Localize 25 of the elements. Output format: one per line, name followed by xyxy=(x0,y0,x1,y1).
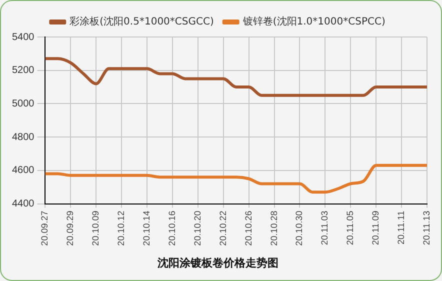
x-tick-label: 20.10.14 xyxy=(142,210,152,246)
x-tick-label: 20.10.22 xyxy=(218,210,228,246)
x-tick-label: 20.10.16 xyxy=(166,210,177,246)
x-tick-label: 20.10.20 xyxy=(192,210,202,246)
y-tick-label: 5200 xyxy=(12,65,35,76)
x-tick-label: 20.09.27 xyxy=(40,210,50,246)
x-tick-label: 20.10.26 xyxy=(243,210,254,246)
legend-label: 镀锌卷(沈阳1.0*1000*CSPCC) xyxy=(242,16,386,28)
x-tick-label: 20.11.11 xyxy=(396,210,406,244)
x-tick-label: 20.10.09 xyxy=(90,210,101,246)
text: 沈阳涂镀板卷价格走势图 xyxy=(156,256,278,270)
x-tick-label: 20.10.12 xyxy=(116,210,126,246)
x-tick-label: 20.09.29 xyxy=(65,210,76,246)
y-tick-label: 5400 xyxy=(12,32,35,43)
x-tick-label: 20.10.28 xyxy=(268,210,279,246)
x-tick-label: 20.10.30 xyxy=(294,210,304,246)
x-tick-label: 20.11.05 xyxy=(345,210,356,246)
y-tick-label: 5000 xyxy=(12,98,35,110)
legend-label: 彩涂板(沈阳0.5*1000*CSGCC) xyxy=(70,16,214,28)
y-tick-label: 4800 xyxy=(12,132,35,143)
x-tick-label: 20.11.13 xyxy=(421,210,432,246)
y-tick-label: 4400 xyxy=(12,198,35,210)
x-tick-label: 20.11.09 xyxy=(370,210,381,246)
y-tick-label: 4600 xyxy=(12,165,35,176)
x-tick-label: 20.11.03 xyxy=(320,210,330,246)
